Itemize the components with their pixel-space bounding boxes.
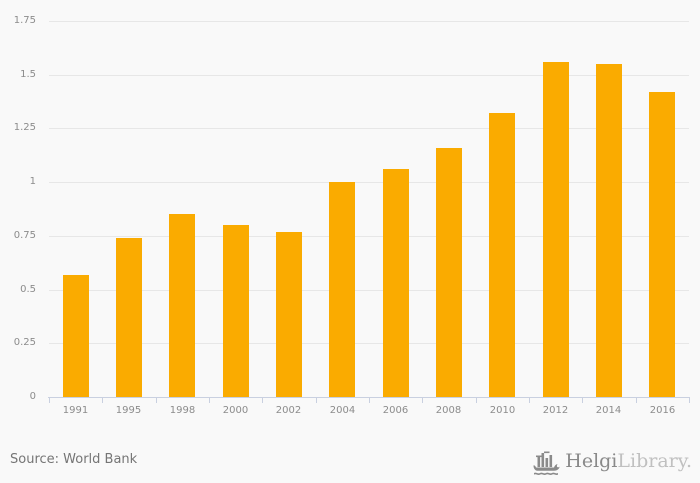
x-axis-label: 2014 [595,405,622,416]
x-axis-tick [209,397,210,403]
x-axis-tick [49,397,50,403]
bar-2016[interactable] [649,92,675,397]
logo-text-helgi: Helgi [565,450,618,472]
bar-1991[interactable] [63,275,89,397]
bar-2010[interactable] [489,113,515,397]
x-axis-tick [369,397,370,403]
gridline [49,128,689,129]
x-axis-tick [262,397,263,403]
x-axis-tick [422,397,423,403]
x-axis-tick [476,397,477,403]
x-axis-label: 1995 [115,405,142,416]
x-axis-tick [102,397,103,403]
y-axis-label: 0.5 [20,284,36,295]
x-axis-tick [156,397,157,403]
source-text: Source: World Bank [10,452,138,467]
y-axis-label: 1 [29,176,36,187]
y-axis-label: 0.75 [13,230,36,241]
x-axis-label: 2000 [222,405,249,416]
x-axis-label: 2002 [275,405,302,416]
x-axis-label: 2012 [542,405,569,416]
helgilibrary-logo-icon [533,451,560,475]
bar-2012[interactable] [543,62,569,397]
helgilibrary-logo[interactable]: Helgi Library. [533,446,692,476]
x-axis-label: 2010 [489,405,516,416]
x-axis-tick [582,397,583,403]
y-axis-label: 1.25 [13,122,36,133]
y-axis-label: 0.25 [13,337,36,348]
bar-2002[interactable] [276,232,302,397]
x-axis-tick [636,397,637,403]
x-axis-label: 2008 [435,405,462,416]
bar-1998[interactable] [169,214,195,397]
bar-2000[interactable] [223,225,249,397]
gridline [49,343,689,344]
gridline [49,75,689,76]
x-axis-tick [316,397,317,403]
bar-2014[interactable] [596,64,622,397]
x-axis-tick [689,397,690,403]
x-axis-label: 2006 [382,405,409,416]
x-axis-tick [529,397,530,403]
logo-text-library: Library. [617,450,692,472]
x-axis-label: 1998 [169,405,196,416]
y-axis-label: 1.5 [20,69,36,80]
bar-2004[interactable] [329,182,355,397]
y-axis-label: 0 [29,391,36,402]
gridline [49,182,689,183]
bar-2008[interactable] [436,148,462,397]
x-axis-label: 2016 [649,405,676,416]
gridline [49,290,689,291]
x-axis-label: 2004 [329,405,356,416]
bar-1995[interactable] [116,238,142,397]
gridline [49,21,689,22]
gridline [49,236,689,237]
x-axis-label: 1991 [62,405,89,416]
bar-2006[interactable] [383,169,409,397]
plot-area [49,21,689,397]
y-axis-label: 1.75 [13,15,36,26]
